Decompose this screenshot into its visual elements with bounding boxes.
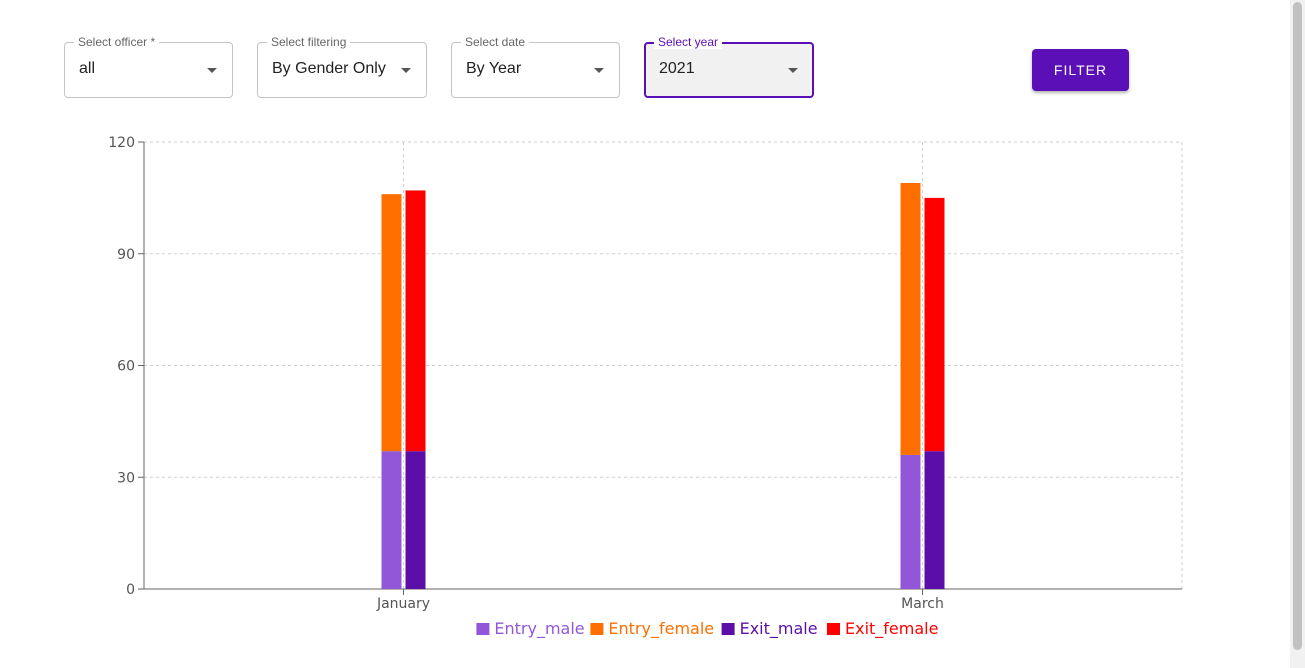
y-tick-label: 90: [117, 247, 135, 263]
bar-exit-female: [405, 190, 426, 452]
y-tick-label: 120: [108, 135, 135, 151]
officer-select-label: Select officer *: [74, 35, 160, 49]
legend-label: Exit_male: [740, 619, 818, 639]
x-tick-label: January: [376, 596, 430, 612]
officer-select-value: all: [79, 60, 96, 77]
bar-exit-female: [924, 197, 945, 452]
legend-label: Entry_male: [494, 619, 584, 639]
filter-button[interactable]: FILTER: [1032, 49, 1129, 91]
filtering-select-value: By Gender Only: [272, 60, 386, 77]
bar-entry-male: [900, 454, 921, 589]
legend-label: Entry_female: [608, 619, 714, 639]
legend-swatch: [827, 623, 840, 635]
y-tick-label: 60: [117, 359, 135, 375]
bar-entry-female: [381, 194, 402, 452]
scrollbar-thumb[interactable]: [1293, 2, 1302, 650]
officer-select[interactable]: Select officer * all: [64, 35, 233, 98]
chevron-down-icon: [594, 68, 604, 73]
date-select-value: By Year: [466, 60, 522, 77]
legend-swatch: [590, 623, 604, 635]
chart-bars: [381, 182, 945, 589]
x-tick-label: March: [901, 596, 944, 612]
chart-legend: Entry_male Entry_female Exit_male Exit_fema…: [476, 619, 938, 639]
bar-entry-female: [900, 182, 921, 455]
legend-swatch: [476, 623, 490, 635]
chevron-down-icon: [401, 68, 411, 73]
date-select[interactable]: Select date By Year: [451, 35, 620, 98]
y-tick-label: 30: [117, 470, 135, 486]
chevron-down-icon: [788, 68, 798, 73]
legend-label: Exit_female: [845, 619, 938, 639]
bar-entry-male: [381, 451, 402, 589]
chevron-down-icon: [207, 68, 217, 73]
bar-exit-male: [405, 451, 426, 589]
date-select-label: Select date: [461, 35, 530, 49]
year-select-label: Select year: [654, 35, 723, 49]
filtering-select[interactable]: Select filtering By Gender Only: [257, 35, 427, 98]
y-tick-label: 0: [126, 582, 135, 598]
vertical-scrollbar[interactable]: [1290, 0, 1305, 668]
bar-exit-male: [924, 451, 945, 589]
filtering-select-label: Select filtering: [267, 35, 351, 49]
legend-swatch: [721, 623, 735, 635]
chart-axes: [138, 141, 1182, 595]
year-select-value: 2021: [659, 60, 695, 77]
chart-grid: [144, 141, 1183, 589]
chart-labels: 0 30 60 90 120 January March: [108, 135, 944, 612]
year-select[interactable]: Select year 2021: [644, 35, 814, 98]
